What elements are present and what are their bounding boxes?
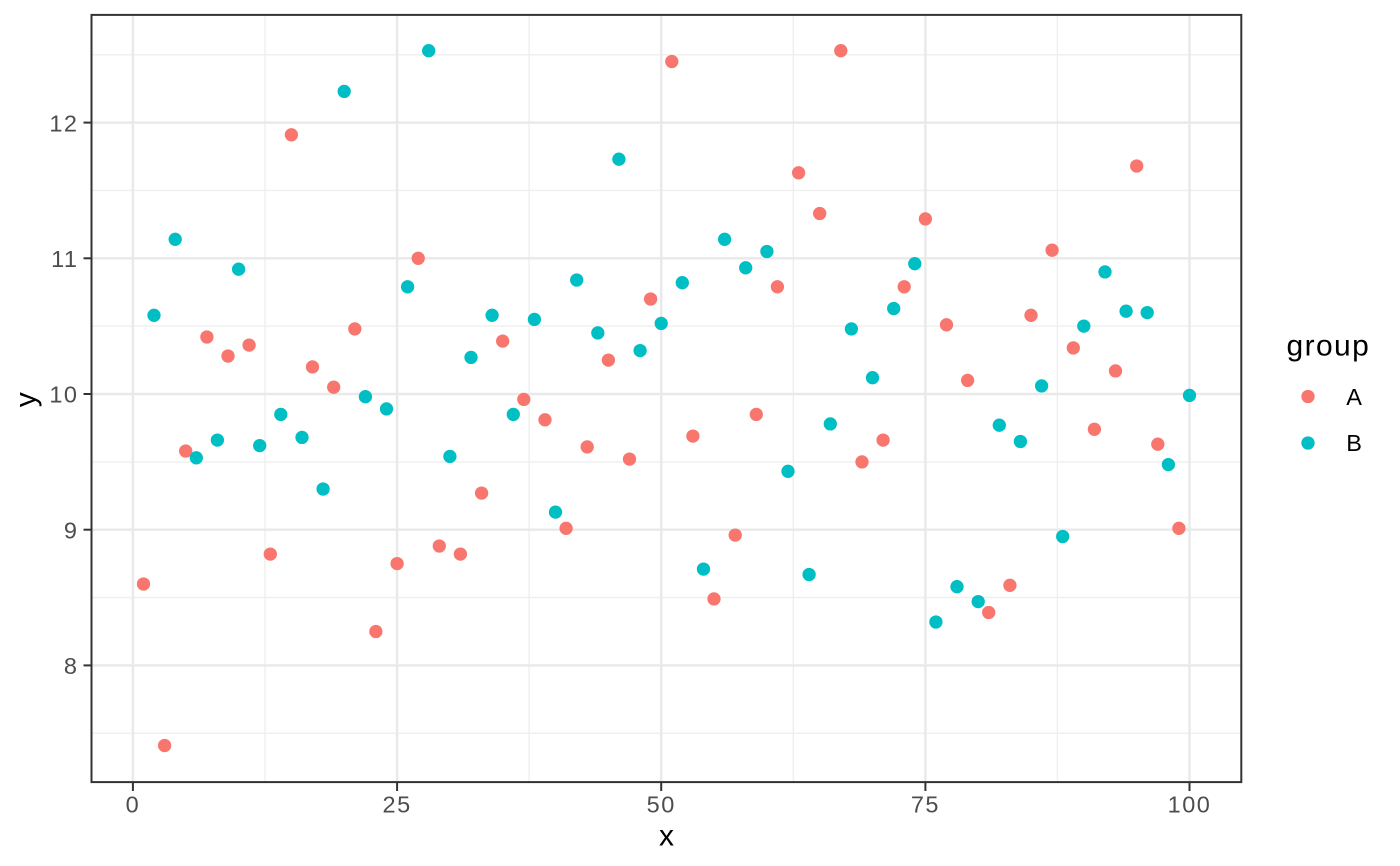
svg-text:8: 8 — [64, 653, 79, 679]
svg-text:25: 25 — [383, 792, 412, 818]
svg-text:9: 9 — [64, 517, 79, 543]
svg-text:10: 10 — [49, 382, 78, 408]
svg-text:group: group — [1287, 330, 1371, 363]
svg-text:75: 75 — [911, 792, 940, 818]
svg-text:11: 11 — [51, 246, 78, 272]
svg-text:x: x — [659, 820, 674, 853]
svg-text:50: 50 — [647, 792, 676, 818]
svg-text:y: y — [9, 392, 42, 407]
svg-text:A: A — [1346, 384, 1362, 410]
svg-text:0: 0 — [126, 792, 141, 818]
svg-text:B: B — [1346, 430, 1362, 456]
svg-text:100: 100 — [1168, 792, 1212, 818]
svg-text:12: 12 — [49, 110, 78, 136]
